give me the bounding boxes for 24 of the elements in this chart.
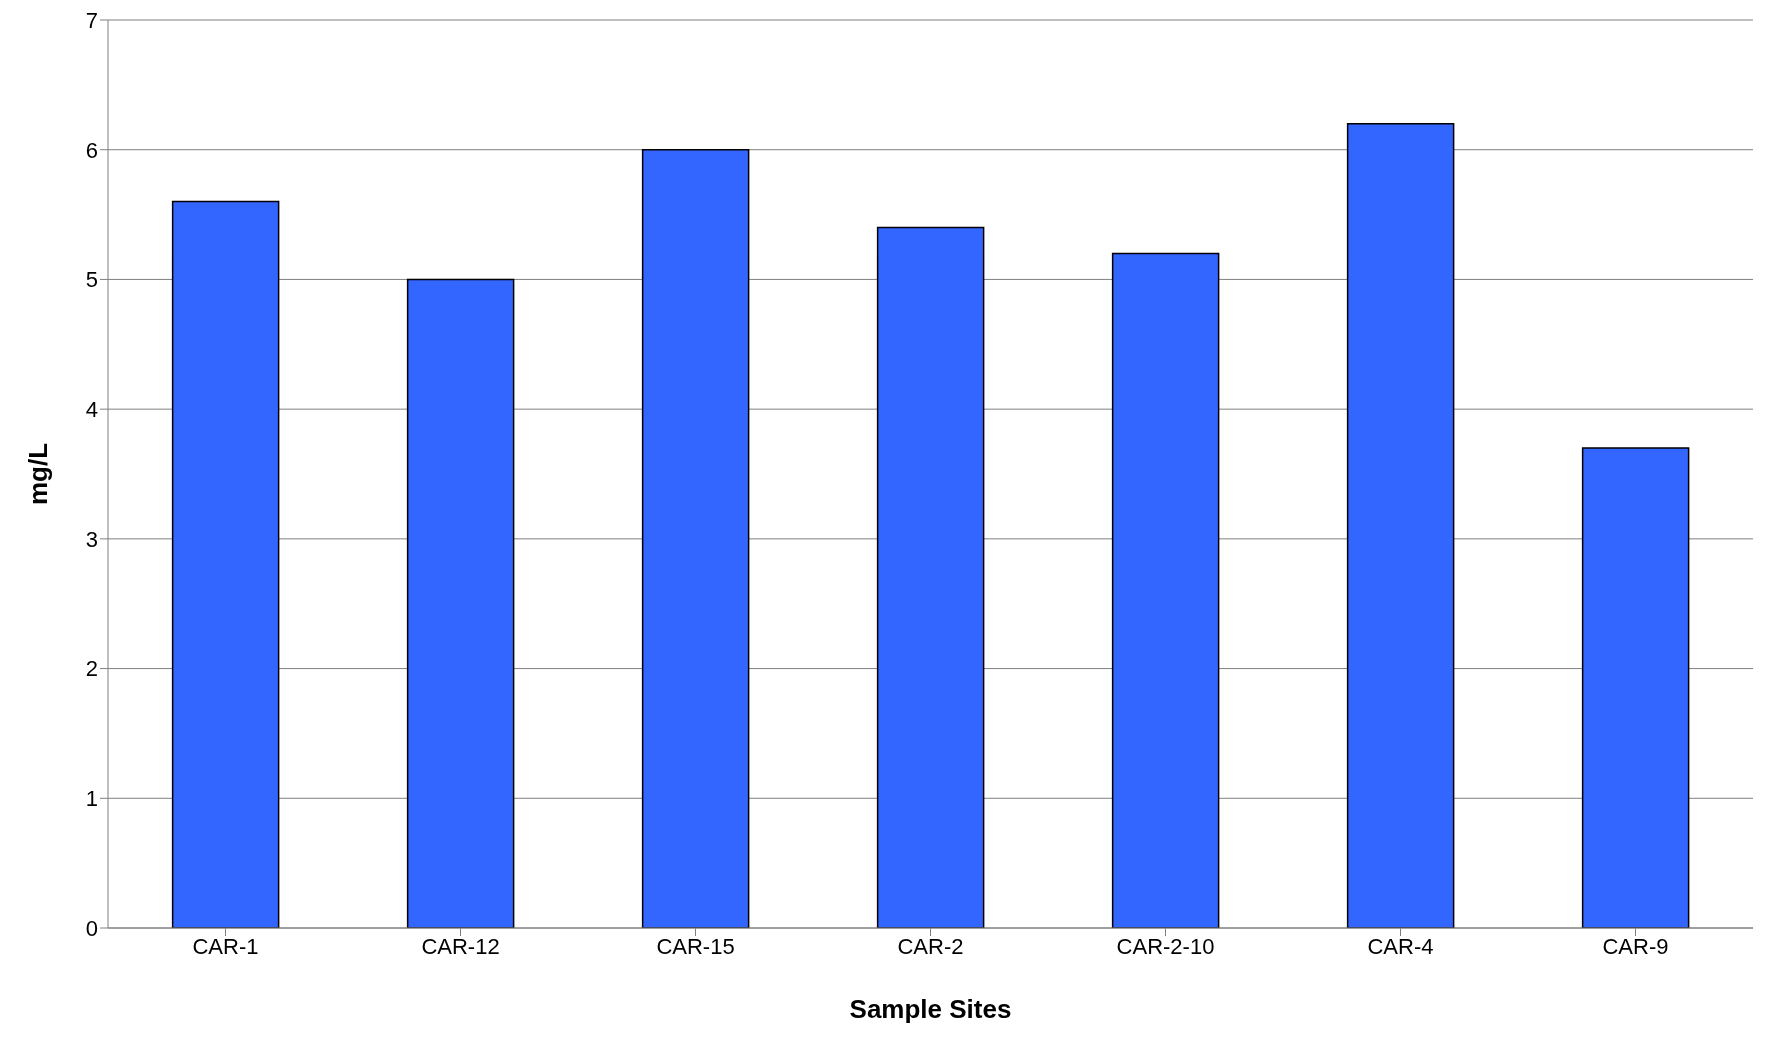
bar — [1581, 447, 1690, 928]
x-tick-label: CAR-2-10 — [1116, 933, 1215, 959]
y-tick-label: 6 — [85, 137, 98, 163]
x-axis-title: Sample Sites — [849, 994, 1012, 1024]
x-tick-label: CAR-2 — [897, 933, 964, 959]
bar — [171, 200, 280, 928]
x-tick-label: CAR-12 — [421, 933, 500, 959]
y-tick-label: 2 — [85, 656, 98, 682]
y-tick-label: 0 — [85, 915, 98, 941]
y-tick-label: 7 — [85, 7, 98, 33]
y-tick-label: 5 — [85, 267, 98, 293]
bar — [876, 226, 985, 928]
y-tick-label: 1 — [85, 786, 98, 812]
bar — [406, 278, 515, 928]
y-tick-label: 4 — [85, 396, 98, 422]
bar — [641, 148, 750, 928]
y-axis-title: mg/L — [23, 442, 54, 506]
y-tick-label: 3 — [85, 526, 98, 552]
x-tick-label: CAR-4 — [1367, 933, 1434, 959]
bar — [1346, 123, 1455, 928]
x-tick-label: CAR-15 — [656, 933, 735, 959]
x-tick-label: CAR-9 — [1602, 933, 1669, 959]
x-tick-label: CAR-1 — [192, 933, 259, 959]
bar — [1111, 252, 1220, 928]
